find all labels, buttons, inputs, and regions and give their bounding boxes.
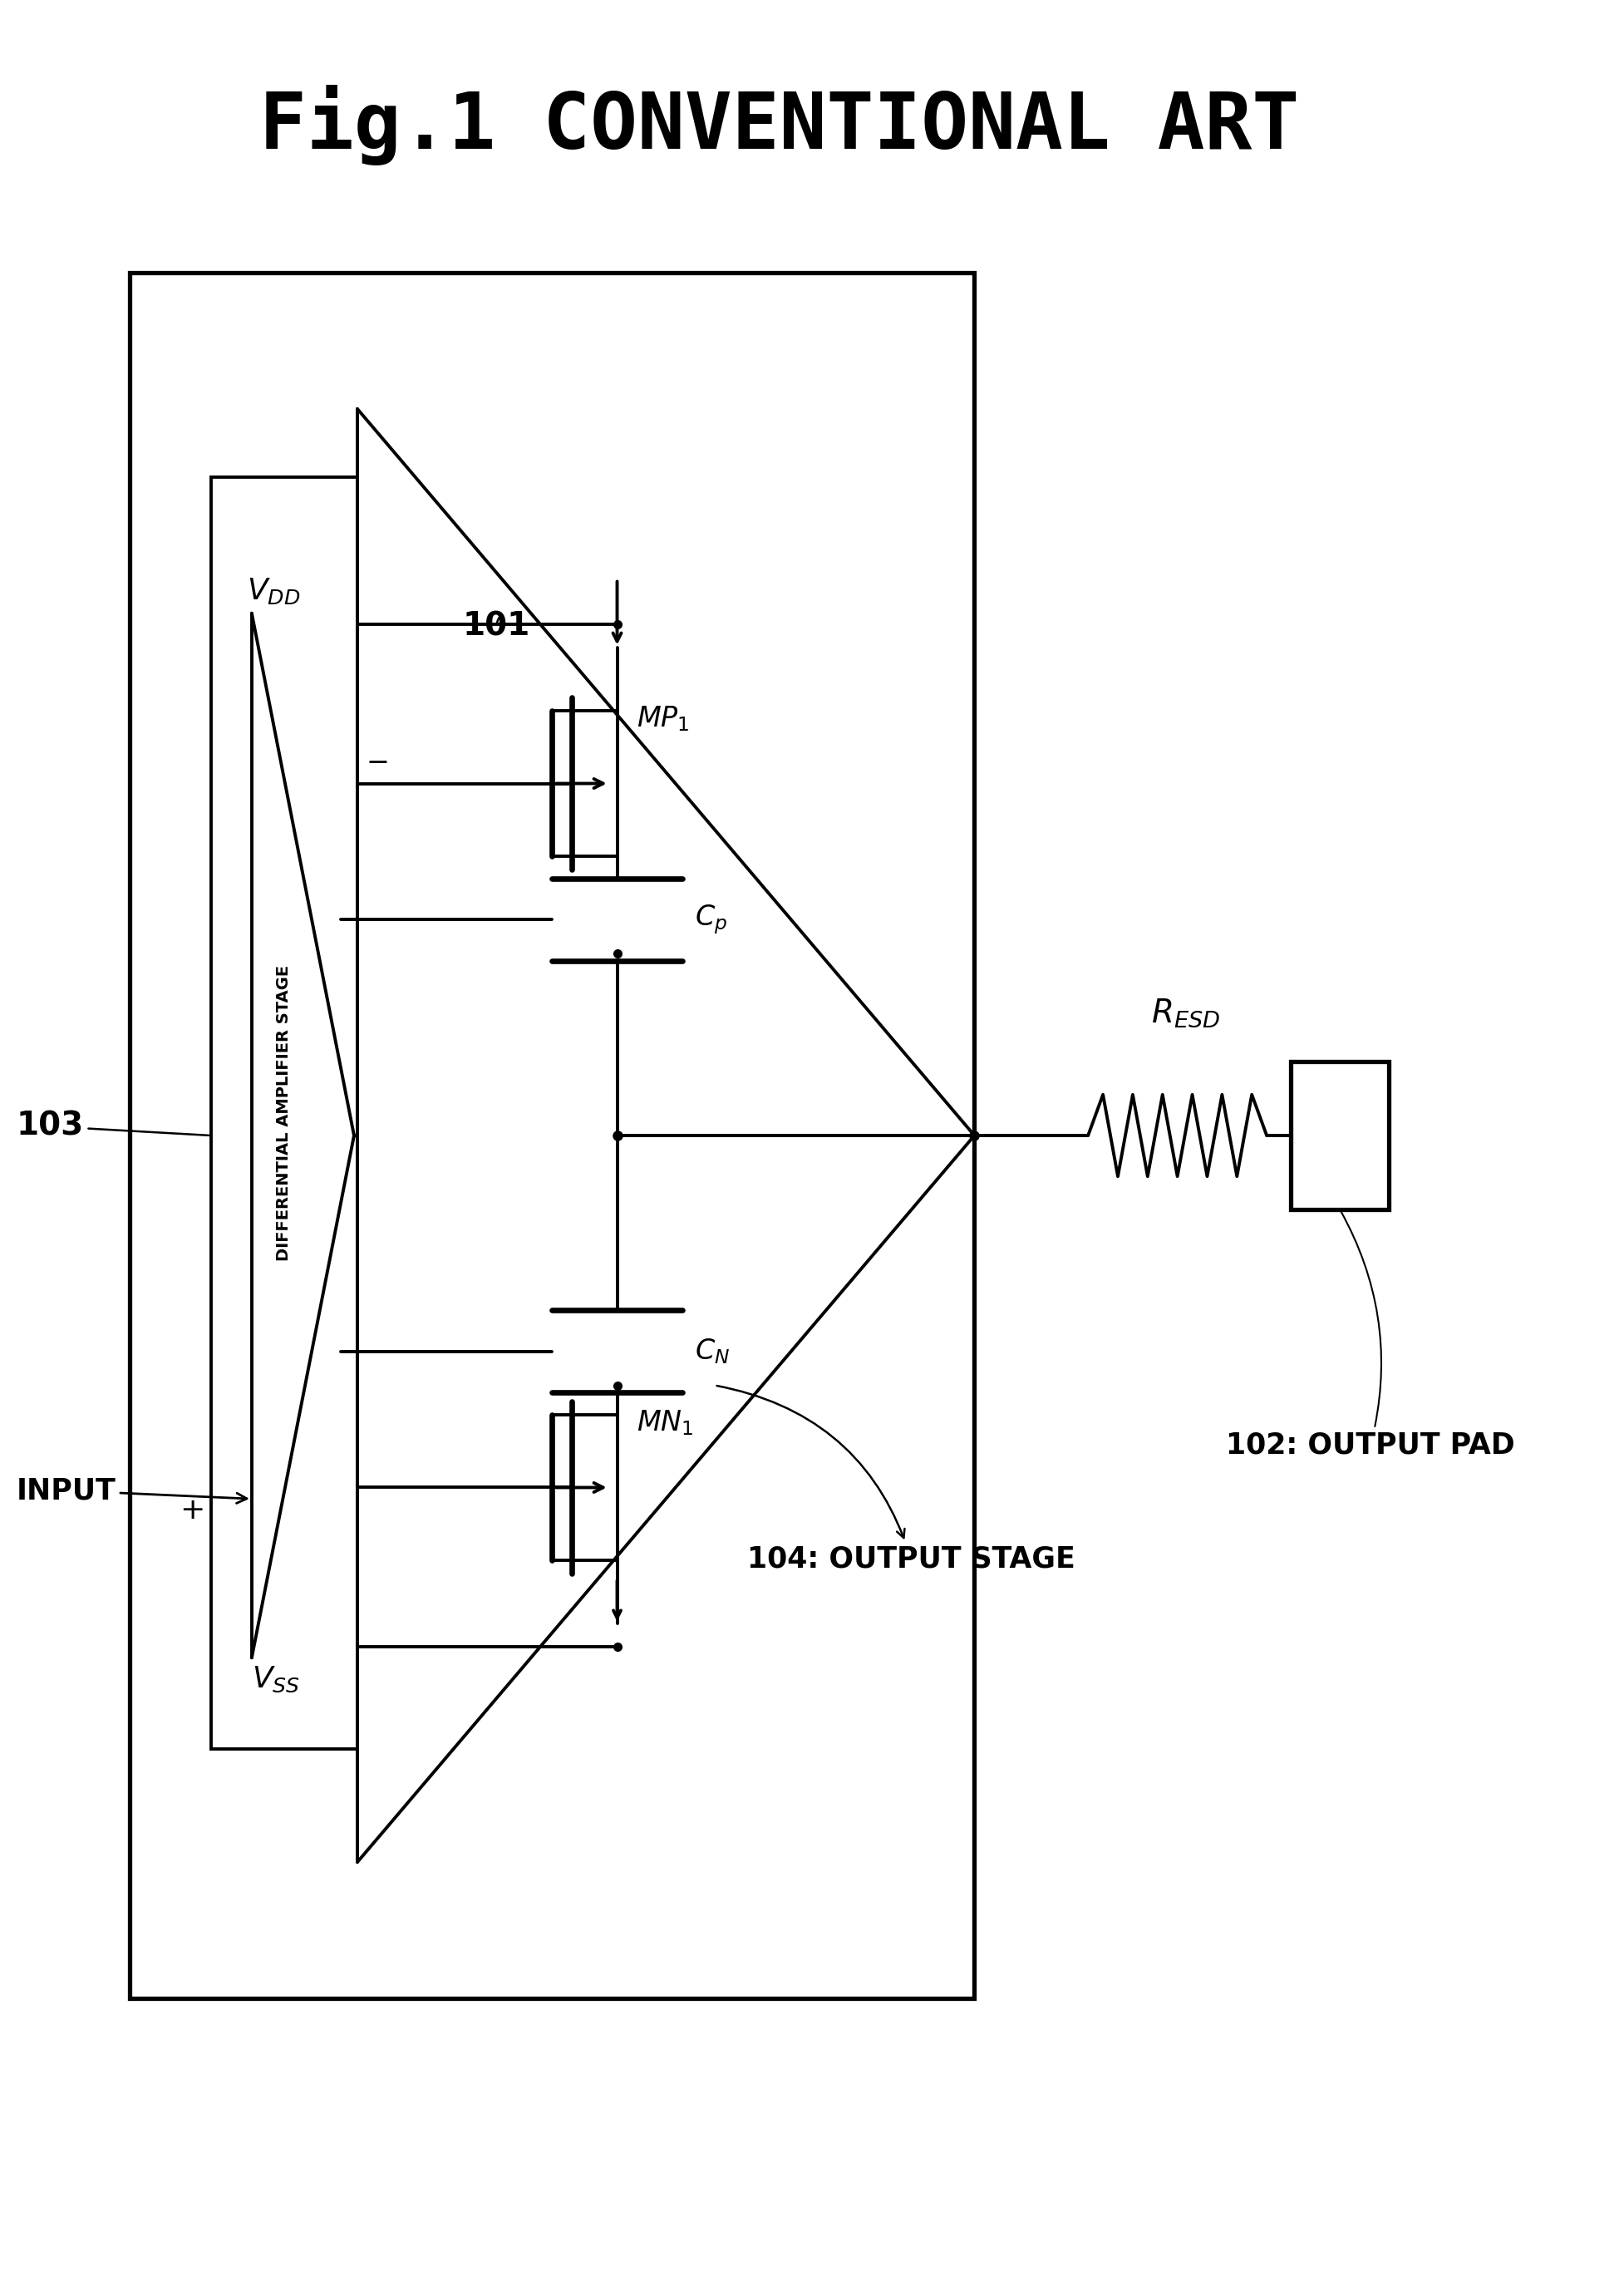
Text: $V_{DD}$: $V_{DD}$ (247, 577, 300, 606)
Text: $R_{ESD}$: $R_{ESD}$ (1151, 997, 1220, 1029)
Text: 102: OUTPUT PAD: 102: OUTPUT PAD (1226, 1210, 1515, 1460)
Text: $C_N$: $C_N$ (695, 1338, 731, 1365)
Text: $MP_1$: $MP_1$ (637, 704, 690, 734)
Text: $MN_1$: $MN_1$ (637, 1408, 693, 1438)
Text: $+$: $+$ (179, 1497, 203, 1524)
Text: 103: 103 (16, 1111, 209, 1142)
Text: Fig.1 CONVENTIONAL ART: Fig.1 CONVENTIONAL ART (260, 84, 1299, 166)
Text: INPUT: INPUT (16, 1476, 247, 1506)
Text: $V_{SS}$: $V_{SS}$ (252, 1665, 300, 1694)
Text: $-$: $-$ (365, 747, 388, 774)
Text: DIFFERENTIAL AMPLIFIER STAGE: DIFFERENTIAL AMPLIFIER STAGE (276, 965, 292, 1260)
Text: 104: OUTPUT STAGE: 104: OUTPUT STAGE (716, 1385, 1075, 1574)
Text: $C_p$: $C_p$ (695, 904, 728, 936)
Text: 101: 101 (463, 611, 531, 643)
